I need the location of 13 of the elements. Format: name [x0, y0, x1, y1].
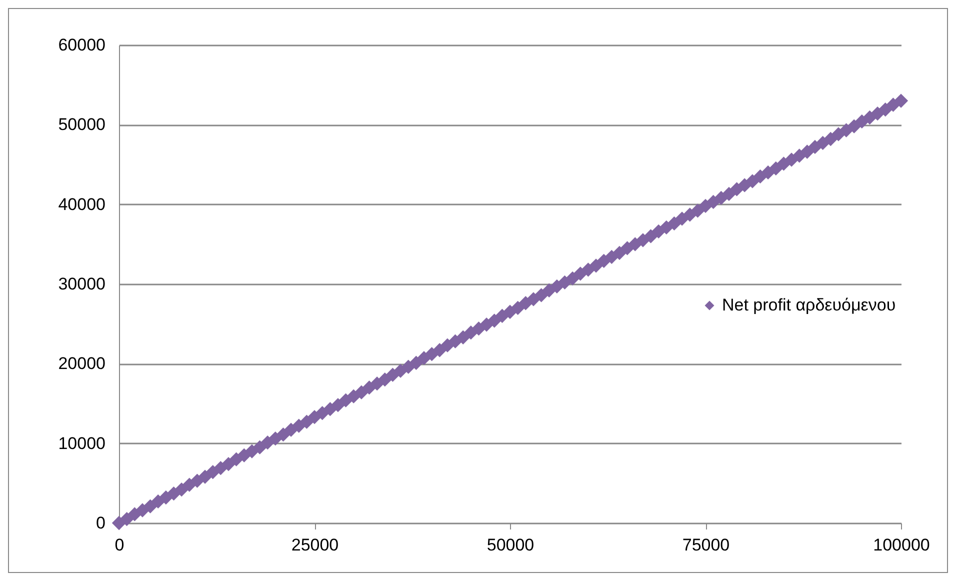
y-tick-label: 30000	[58, 274, 106, 294]
x-tick-label: 100000	[873, 536, 930, 554]
x-tick-label: 25000	[291, 536, 339, 554]
y-tick-label: 40000	[58, 194, 106, 214]
y-tick-label: 50000	[58, 115, 106, 134]
y-tick-label: 20000	[58, 354, 106, 374]
y-tick-label: 0	[96, 514, 106, 532]
legend-label: Net profit αρδευόμενου	[722, 296, 896, 314]
y-tick-label: 60000	[58, 36, 106, 54]
x-tick-label: 0	[114, 536, 124, 554]
x-tick-label: 75000	[682, 536, 730, 554]
y-tick-label: 10000	[58, 434, 106, 453]
x-tick-label: 50000	[486, 536, 534, 554]
